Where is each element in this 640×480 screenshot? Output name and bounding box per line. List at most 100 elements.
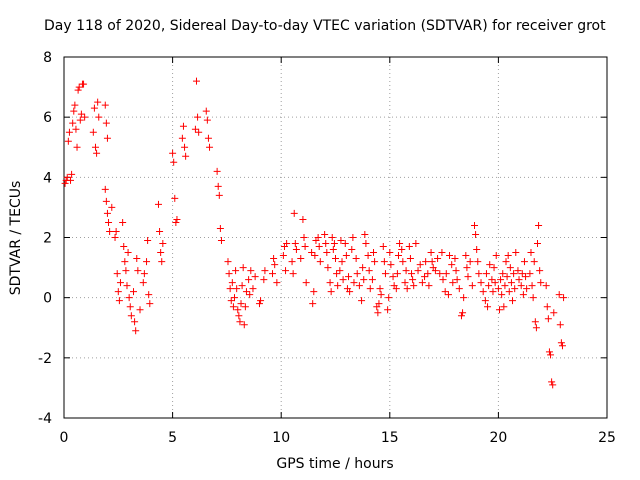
data-point xyxy=(195,128,203,136)
data-point xyxy=(412,240,420,248)
data-point xyxy=(302,279,310,287)
data-point xyxy=(246,291,254,299)
data-point xyxy=(119,218,127,226)
y-tick-label: 8 xyxy=(43,50,52,66)
data-point xyxy=(442,270,450,278)
data-point xyxy=(170,158,178,166)
data-point xyxy=(269,270,277,278)
data-point xyxy=(436,270,444,278)
data-point xyxy=(334,282,342,290)
data-point xyxy=(530,258,538,266)
data-point xyxy=(191,125,199,133)
data-point xyxy=(557,339,565,347)
data-point xyxy=(394,252,402,260)
data-point xyxy=(345,273,353,281)
data-point xyxy=(514,267,522,275)
data-point xyxy=(291,240,299,248)
data-point xyxy=(338,258,346,266)
data-point xyxy=(101,185,109,193)
data-point xyxy=(468,282,476,290)
data-point xyxy=(371,258,379,266)
data-point xyxy=(342,252,350,260)
data-point xyxy=(120,243,128,251)
data-point xyxy=(543,303,551,311)
data-point xyxy=(324,264,332,272)
data-point xyxy=(203,116,211,124)
data-point xyxy=(403,285,411,293)
data-point xyxy=(145,291,153,299)
data-point xyxy=(555,291,563,299)
data-point xyxy=(408,270,416,278)
data-point xyxy=(558,342,566,350)
data-point xyxy=(233,285,241,293)
data-point xyxy=(511,285,519,293)
data-point xyxy=(105,218,113,226)
data-point xyxy=(71,101,79,109)
y-tick-label: 4 xyxy=(43,170,52,186)
data-point xyxy=(499,270,507,278)
data-point xyxy=(501,282,509,290)
data-point xyxy=(332,255,339,263)
data-point xyxy=(131,318,139,326)
data-point xyxy=(495,306,503,314)
data-point xyxy=(352,255,360,263)
y-tick-label: -2 xyxy=(38,351,52,367)
data-point xyxy=(115,297,123,305)
data-point xyxy=(181,143,189,151)
data-point xyxy=(498,291,506,299)
data-point xyxy=(531,318,539,326)
axes xyxy=(63,56,608,419)
data-point xyxy=(522,273,530,281)
data-point xyxy=(509,297,517,305)
y-axis-label: SDTVAR / TECUs xyxy=(8,180,24,296)
data-point xyxy=(89,128,97,136)
data-point xyxy=(370,249,378,257)
data-point xyxy=(94,98,102,106)
data-point xyxy=(123,282,131,290)
data-point xyxy=(103,134,111,142)
data-point xyxy=(405,243,413,251)
data-point xyxy=(77,110,85,118)
data-point xyxy=(178,134,186,142)
data-point xyxy=(103,209,111,217)
data-point xyxy=(144,237,152,245)
data-point xyxy=(271,261,279,269)
data-point xyxy=(112,227,120,235)
data-point xyxy=(273,279,281,287)
data-point xyxy=(179,122,187,130)
data-point xyxy=(81,113,89,121)
data-point xyxy=(464,273,472,281)
data-point xyxy=(446,252,454,260)
data-point xyxy=(381,270,389,278)
data-point xyxy=(173,215,181,223)
data-point xyxy=(368,276,376,284)
data-point xyxy=(194,113,202,121)
data-point xyxy=(474,258,482,266)
data-point xyxy=(510,270,518,278)
data-point xyxy=(122,267,130,275)
data-point xyxy=(322,240,330,248)
data-point xyxy=(517,282,525,290)
data-point xyxy=(479,288,487,296)
data-point xyxy=(255,300,263,308)
data-point xyxy=(548,378,556,386)
data-point xyxy=(91,143,99,151)
data-point xyxy=(288,258,296,266)
data-point xyxy=(136,306,144,314)
x-tick-label: 15 xyxy=(381,430,399,446)
data-point xyxy=(299,215,307,223)
data-point xyxy=(425,282,433,290)
data-point xyxy=(375,300,383,308)
data-point xyxy=(515,276,523,284)
data-point xyxy=(384,306,392,314)
data-point xyxy=(311,252,319,260)
data-point xyxy=(414,267,422,275)
data-point xyxy=(406,255,414,263)
data-point xyxy=(380,258,388,266)
data-point xyxy=(172,218,180,226)
data-point xyxy=(431,267,439,275)
data-point xyxy=(240,321,248,329)
data-point xyxy=(547,351,555,359)
data-point xyxy=(365,267,373,275)
